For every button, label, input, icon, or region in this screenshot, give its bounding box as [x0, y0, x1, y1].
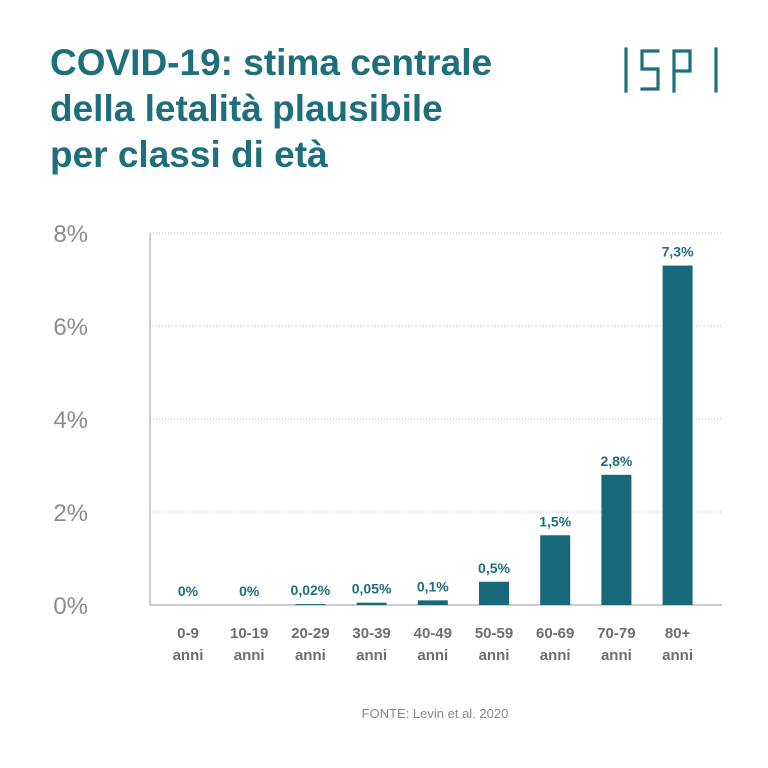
- x-tick-label: 0-9: [177, 625, 199, 642]
- y-tick-label: 6%: [53, 314, 88, 341]
- data-label: 7,3%: [662, 244, 694, 260]
- bar: [601, 474, 632, 605]
- bar: [662, 265, 693, 605]
- data-label: 0%: [178, 583, 199, 599]
- chart-title: COVID-19: stima centrale della letalità …: [50, 40, 590, 178]
- bar: [479, 581, 509, 605]
- bar: [356, 602, 387, 605]
- x-tick-label: 10-19: [230, 625, 268, 642]
- x-tick-label: anni: [173, 647, 204, 664]
- x-tick-label: anni: [540, 647, 571, 664]
- x-tick-label: anni: [601, 647, 632, 664]
- x-tick-label: 30-39: [352, 625, 390, 642]
- y-tick-label: 4%: [53, 407, 88, 434]
- source-note: FONTE: Levin et al. 2020: [361, 706, 509, 721]
- x-tick-label: anni: [356, 647, 387, 664]
- title-line-1: COVID-19: stima centrale: [50, 42, 493, 83]
- x-tick-label: 40-49: [414, 625, 452, 642]
- data-label: 0,05%: [352, 581, 392, 597]
- data-label: 0,5%: [478, 560, 510, 576]
- x-tick-label: 80+: [665, 625, 691, 642]
- bar: [540, 535, 571, 605]
- x-tick-label: anni: [417, 647, 448, 664]
- x-tick-label: 20-29: [291, 625, 329, 642]
- ispi-logo: [624, 47, 718, 93]
- title-line-2: della letalità plausibile: [50, 88, 443, 129]
- x-tick-label: anni: [234, 647, 265, 664]
- title-line-3: per classi di età: [50, 134, 328, 175]
- data-label: 0,02%: [291, 582, 331, 598]
- x-tick-label: anni: [662, 647, 693, 664]
- y-tick-label: 2%: [53, 500, 88, 527]
- x-tick-label: anni: [479, 647, 510, 664]
- data-label: 2,8%: [600, 453, 632, 469]
- x-tick-label: anni: [295, 647, 326, 664]
- data-label: 0%: [239, 583, 260, 599]
- x-tick-label: 50-59: [475, 625, 513, 642]
- data-label: 1,5%: [539, 513, 571, 529]
- bar: [417, 600, 448, 605]
- x-tick-label: 60-69: [536, 625, 574, 642]
- y-tick-label: 0%: [53, 593, 88, 620]
- x-tick-label: 70-79: [597, 625, 635, 642]
- y-tick-label: 8%: [53, 221, 88, 248]
- data-label: 0,1%: [417, 578, 449, 594]
- bar: [295, 604, 326, 605]
